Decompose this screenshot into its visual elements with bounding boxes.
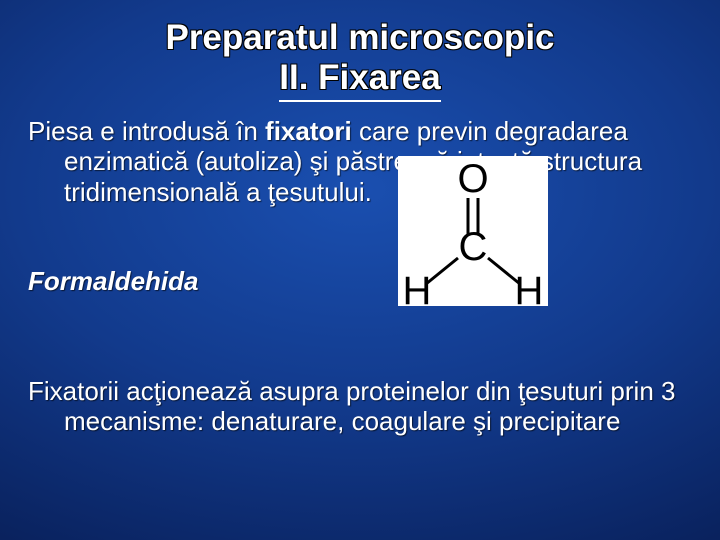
title-block: Preparatul microscopic II. Fixarea — [28, 18, 692, 102]
slide-container: Preparatul microscopic II. Fixarea Piesa… — [0, 0, 720, 540]
svg-text:H: H — [515, 269, 544, 306]
title-line-2: II. Fixarea — [279, 58, 440, 101]
para1-bold-fixatori: fixatori — [265, 116, 352, 146]
formaldehyde-row: Formaldehida O C H H — [28, 228, 692, 348]
paragraph-fixatori: Piesa e introdusă în fixatori care previ… — [28, 116, 692, 208]
svg-text:C: C — [459, 225, 488, 269]
formaldehyde-structure-icon: O C H H — [398, 156, 548, 306]
paragraph-mechanisms: Fixatorii acţionează asupra proteinelor … — [28, 376, 692, 437]
title-line-1: Preparatul microscopic — [28, 18, 692, 58]
svg-text:H: H — [403, 269, 432, 306]
formaldehyde-label: Formaldehida — [28, 266, 198, 297]
molecule-svg: O C H H — [398, 156, 548, 306]
para1-lead: Piesa e introdusă în — [28, 116, 265, 146]
svg-text:O: O — [457, 157, 488, 201]
